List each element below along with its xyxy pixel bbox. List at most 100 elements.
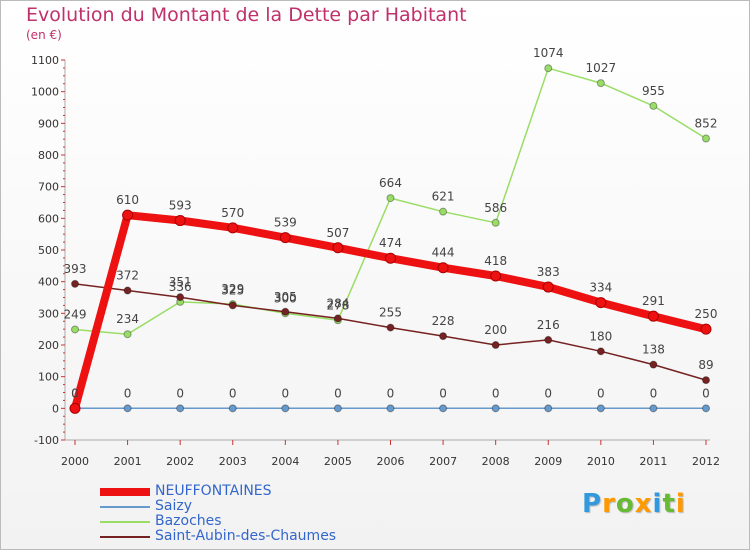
data-labels: 249 234 336 329 300 278 664 621 586 1074 1027 955 85… <box>64 46 718 400</box>
data-point <box>439 404 448 413</box>
data-point <box>542 281 554 293</box>
data-label: 0 <box>176 386 184 400</box>
chart-title: Evolution du Montant de la Dette par Hab… <box>26 4 467 26</box>
data-label: 444 <box>432 246 455 260</box>
data-point <box>69 402 81 414</box>
data-label: 200 <box>484 323 507 337</box>
data-label: 0 <box>439 386 447 400</box>
data-point <box>490 270 502 282</box>
x-tick-label: 2010 <box>587 455 615 468</box>
x-tick-label: 2011 <box>639 455 667 468</box>
data-label: 852 <box>695 117 718 131</box>
data-point <box>544 404 553 413</box>
data-point <box>439 207 448 216</box>
data-point <box>596 347 605 356</box>
data-label: 0 <box>282 386 290 400</box>
data-point <box>228 301 237 310</box>
x-tick-label: 2012 <box>692 455 720 468</box>
data-label: 0 <box>71 386 79 400</box>
data-label: 336 <box>169 280 192 294</box>
y-tick-label: 200 <box>38 339 59 352</box>
data-label: 180 <box>589 329 612 343</box>
data-point <box>439 332 448 341</box>
axes: -100010020030040050060070080090010001100… <box>31 54 720 468</box>
data-label: 89 <box>698 358 713 372</box>
data-label: 610 <box>116 193 139 207</box>
data-label: 329 <box>221 282 244 296</box>
y-tick-label: 600 <box>38 212 59 225</box>
logo-letter: i <box>675 489 686 519</box>
data-point <box>702 134 710 143</box>
data-label: 234 <box>116 312 139 326</box>
series-layer <box>69 64 712 414</box>
legend-swatch <box>100 520 150 523</box>
data-point <box>333 404 342 413</box>
data-label: 1027 <box>586 61 617 75</box>
x-tick-label: 2005 <box>324 455 352 468</box>
data-label: 474 <box>379 236 402 250</box>
data-point <box>386 323 395 332</box>
y-tick-label: 900 <box>38 117 59 130</box>
legend-item: NEUFFONTAINES <box>100 484 336 499</box>
data-label: 0 <box>702 386 710 400</box>
data-label: 0 <box>71 386 79 400</box>
legend-item: Saint-Aubin-des-Chaumes <box>100 529 336 544</box>
data-label: 250 <box>695 307 718 321</box>
data-point <box>123 330 132 339</box>
data-point <box>386 194 395 203</box>
legend: NEUFFONTAINES Saizy Bazoches Saint-Aubin-de… <box>100 484 336 544</box>
data-point <box>702 376 710 385</box>
data-label: 955 <box>642 84 665 98</box>
data-point <box>333 314 342 323</box>
x-tick-label: 2004 <box>271 455 299 468</box>
data-label: 325 <box>221 283 244 297</box>
data-label: 621 <box>432 190 455 204</box>
series-saizy <box>71 404 710 413</box>
data-point <box>281 307 290 316</box>
data-label: 0 <box>229 386 237 400</box>
logo-letter: t <box>662 489 676 519</box>
data-label: 249 <box>64 307 87 321</box>
data-point <box>174 215 186 227</box>
series-neuffontaines <box>69 209 712 414</box>
data-label: 0 <box>334 386 342 400</box>
data-label: 0 <box>544 386 552 400</box>
series-bazoches <box>71 64 710 339</box>
x-tick-label: 2002 <box>166 455 194 468</box>
data-point <box>71 279 79 288</box>
data-point <box>491 341 500 349</box>
logo-letter: x <box>634 489 653 519</box>
chart-subtitle: (en €) <box>26 28 62 42</box>
data-label: 0 <box>492 386 500 400</box>
x-tick-label: 2009 <box>534 455 562 468</box>
y-tick-label: 700 <box>38 181 59 194</box>
data-point <box>386 404 395 413</box>
data-label: 138 <box>642 343 665 357</box>
data-label: 291 <box>642 294 665 308</box>
data-point <box>71 325 79 334</box>
data-label: 0 <box>387 386 395 400</box>
data-label: 664 <box>379 176 402 190</box>
logo-letter: i <box>652 489 663 519</box>
legend-label: Saint-Aubin-des-Chaumes <box>155 528 337 544</box>
data-point <box>281 404 290 413</box>
legend-label: NEUFFONTAINES <box>155 483 272 499</box>
data-label: 334 <box>589 281 612 295</box>
data-label: 216 <box>537 318 560 332</box>
data-point <box>122 209 134 221</box>
legend-swatch <box>100 505 150 508</box>
data-point <box>544 335 553 344</box>
y-tick-label: -100 <box>34 434 59 447</box>
data-point <box>176 293 185 302</box>
data-label: 0 <box>597 386 605 400</box>
y-tick-label: 300 <box>38 307 59 320</box>
data-point <box>332 242 344 254</box>
data-point <box>123 404 132 413</box>
data-point <box>176 404 185 413</box>
data-point <box>279 232 291 244</box>
x-tick-label: 2007 <box>429 455 457 468</box>
legend-swatch <box>100 535 150 538</box>
data-label: 539 <box>274 216 297 230</box>
data-point <box>228 404 237 413</box>
legend-item: Saizy <box>100 499 336 514</box>
